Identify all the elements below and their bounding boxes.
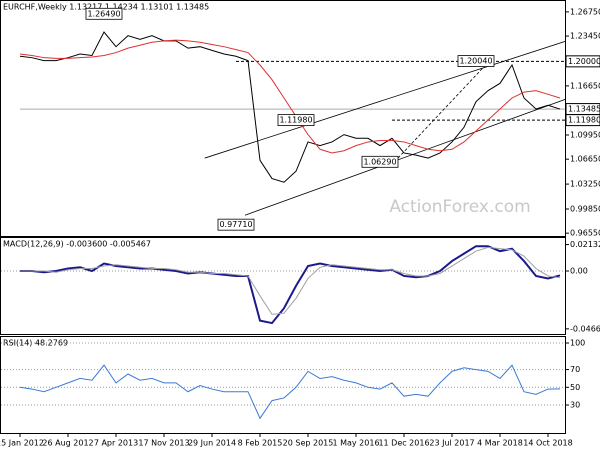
- y-tick-label: 1.16650: [570, 81, 600, 90]
- y-tick-label: 0.96550: [570, 229, 600, 238]
- x-tick-label: 1 May 2016: [332, 439, 379, 448]
- y-tick-label: 70: [570, 365, 580, 374]
- y-tick-label: 0.99850: [570, 204, 600, 213]
- y-tick-label: 1.09950: [570, 130, 600, 139]
- y-tick-label: 30: [570, 401, 580, 410]
- annotation-label: 1.11980: [279, 116, 312, 125]
- series-line: [19, 31, 561, 183]
- macd-panel: [0, 237, 566, 335]
- annotation-label: 0.97710: [219, 220, 252, 229]
- price-marker-label: 1.20000: [568, 57, 600, 66]
- annotation-label: 1.20040: [459, 57, 492, 66]
- y-tick-label: -0.046663: [570, 324, 600, 333]
- series-line: [19, 364, 561, 420]
- x-tick-label: 29 Jun 2014: [188, 439, 236, 448]
- annotation-box: [217, 218, 255, 231]
- x-tick-label: 11 Dec 2016: [378, 439, 429, 448]
- price-marker-label: 1.11980: [568, 116, 600, 125]
- x-tick-label: 23 Jul 2017: [429, 439, 474, 448]
- x-tick-label: 17 Nov 2013: [138, 439, 189, 448]
- annotation-box: [85, 7, 123, 20]
- rsi-header: RSI(14) 48.2769: [3, 339, 68, 348]
- y-tick-label: 50: [570, 383, 580, 392]
- x-tick-label: 8 Feb 2015: [238, 439, 283, 448]
- annotation-box: [457, 55, 495, 67]
- y-tick-label: 100: [570, 339, 585, 348]
- y-tick-label: 0.00: [570, 267, 588, 276]
- x-tick-label: 15 Jan 2012: [0, 439, 44, 448]
- rsi-panel: [0, 336, 566, 434]
- trend-line: [244, 99, 565, 216]
- series-line: [19, 39, 561, 154]
- y-tick-label: 1.23450: [570, 32, 600, 41]
- x-tick-label: 14 Oct 2018: [523, 439, 572, 448]
- macd-header: MACD(12,26,9) -0.003600 -0.005467: [3, 240, 151, 249]
- y-tick-label: 1.26750: [570, 7, 600, 16]
- annotation-label: 1.26490: [87, 9, 120, 18]
- y-tick-label: 0.021324: [570, 240, 600, 249]
- trend-line: [204, 41, 565, 159]
- x-tick-label: 7 Apr 2013: [94, 439, 138, 448]
- price-marker-label: 1.13485: [568, 105, 600, 114]
- annotation-label: 1.06290: [363, 157, 396, 166]
- x-tick-label: 26 Aug 2012: [42, 439, 93, 448]
- price-marker-box: [565, 55, 600, 68]
- price-header: EURCHF,Weekly 1.13217 1.14234 1.13101 1.…: [3, 3, 209, 12]
- trend-line: [397, 59, 491, 159]
- y-tick-label: 1.03250: [570, 180, 600, 189]
- x-tick-label: 4 Mar 2018: [477, 439, 523, 448]
- annotation-box: [361, 155, 399, 168]
- watermark: ActionForex.com: [389, 197, 530, 217]
- price-marker-box: [565, 114, 600, 127]
- series-line: [20, 246, 561, 315]
- annotation-box: [277, 114, 315, 127]
- y-tick-label: 1.06650: [570, 155, 600, 164]
- series-line: [20, 245, 561, 325]
- x-tick-label: 20 Sep 2015: [283, 439, 334, 448]
